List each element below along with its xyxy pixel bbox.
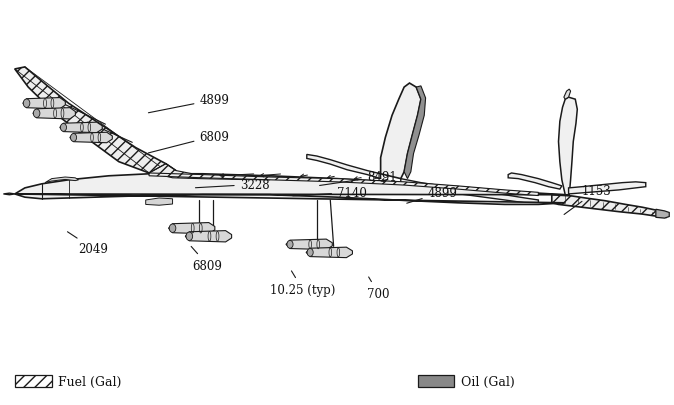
Polygon shape bbox=[45, 177, 79, 183]
Polygon shape bbox=[185, 231, 232, 242]
Polygon shape bbox=[70, 133, 113, 143]
Text: 1153: 1153 bbox=[564, 185, 612, 215]
Polygon shape bbox=[564, 90, 571, 100]
Polygon shape bbox=[552, 195, 666, 218]
Text: Oil (Gal): Oil (Gal) bbox=[461, 375, 515, 388]
Bar bbox=[15, 375, 52, 388]
Polygon shape bbox=[33, 109, 75, 119]
Text: 4899: 4899 bbox=[148, 94, 229, 113]
Text: 4899: 4899 bbox=[407, 186, 458, 204]
Text: 10.25 (typ): 10.25 (typ) bbox=[270, 271, 335, 296]
Ellipse shape bbox=[61, 124, 67, 132]
Text: 8491: 8491 bbox=[319, 171, 397, 186]
Text: 7140: 7140 bbox=[293, 186, 367, 199]
Polygon shape bbox=[401, 179, 539, 205]
Text: Fuel (Gal): Fuel (Gal) bbox=[59, 375, 122, 388]
Ellipse shape bbox=[169, 224, 176, 233]
Polygon shape bbox=[3, 194, 15, 195]
Polygon shape bbox=[307, 155, 381, 179]
Ellipse shape bbox=[287, 241, 293, 249]
Ellipse shape bbox=[71, 134, 77, 142]
Polygon shape bbox=[404, 87, 425, 179]
Text: 3228: 3228 bbox=[195, 179, 270, 192]
Polygon shape bbox=[15, 174, 565, 205]
Polygon shape bbox=[286, 239, 332, 250]
Ellipse shape bbox=[24, 100, 30, 108]
Polygon shape bbox=[508, 173, 562, 190]
Polygon shape bbox=[306, 247, 353, 258]
Ellipse shape bbox=[186, 232, 193, 241]
Polygon shape bbox=[656, 210, 669, 219]
Text: 2049: 2049 bbox=[67, 232, 109, 256]
Polygon shape bbox=[168, 223, 215, 234]
Ellipse shape bbox=[33, 110, 40, 118]
Bar bbox=[418, 375, 454, 388]
Text: 6809: 6809 bbox=[191, 247, 222, 272]
Polygon shape bbox=[146, 198, 173, 206]
Polygon shape bbox=[15, 68, 176, 176]
Ellipse shape bbox=[307, 249, 313, 257]
Polygon shape bbox=[559, 98, 578, 195]
Polygon shape bbox=[569, 182, 646, 194]
Text: 700: 700 bbox=[367, 277, 390, 300]
Polygon shape bbox=[23, 98, 65, 110]
Polygon shape bbox=[149, 164, 270, 180]
Polygon shape bbox=[60, 123, 102, 133]
Polygon shape bbox=[149, 173, 539, 196]
Text: 6809: 6809 bbox=[148, 130, 229, 153]
Polygon shape bbox=[381, 84, 421, 179]
